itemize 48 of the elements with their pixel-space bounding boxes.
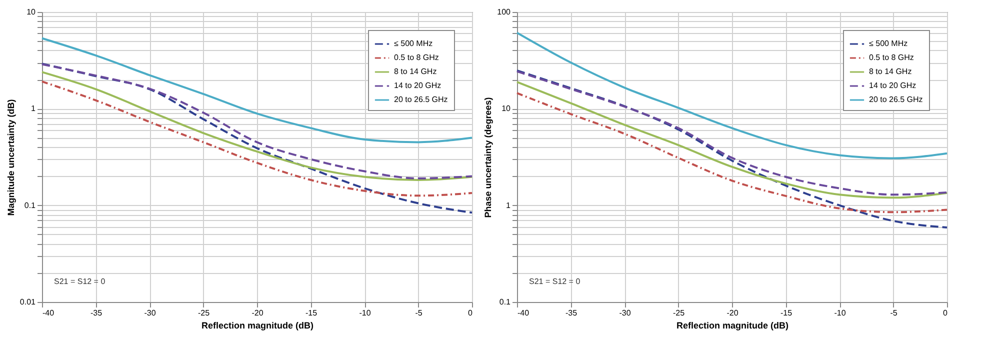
x-tick-label: -25 [672, 308, 686, 318]
x-tick-label: -20 [252, 308, 264, 318]
y-tick-label: 10 [26, 8, 36, 16]
x-axis-title: Reflection magnitude (dB) [676, 320, 788, 330]
line-series [516, 32, 948, 160]
line-series [41, 62, 473, 214]
annotation: S21 = S12 = 0 [529, 277, 581, 286]
legend-label: 8 to 14 GHz [394, 67, 437, 76]
y-tick-label: 100 [497, 8, 512, 16]
x-tick-label: -20 [726, 308, 739, 318]
x-tick-label: -10 [359, 308, 372, 318]
x-tick-label: -10 [834, 308, 846, 318]
y-tick-label: 0.1 [499, 298, 512, 306]
x-axis-title: Reflection magnitude (dB) [202, 320, 314, 330]
y-axis-title: Magnitude uncertainty (dB) [6, 99, 16, 216]
line-series [516, 92, 948, 214]
line-series [516, 70, 948, 228]
legend-label: 20 to 26.5 GHz [869, 95, 923, 104]
annotation: S21 = S12 = 0 [54, 277, 106, 286]
legend-label: 20 to 26.5 GHz [394, 95, 448, 104]
x-tick-label: 0 [943, 308, 948, 318]
y-tick-label: 1 [506, 200, 512, 210]
line-series [41, 37, 473, 144]
y-tick-label: 1 [31, 104, 36, 114]
x-tick-label: -35 [565, 308, 578, 318]
x-tick-label: -25 [198, 308, 210, 318]
x-tick-label: -15 [305, 308, 318, 318]
x-tick-label: -35 [90, 308, 103, 318]
line-series [41, 80, 473, 197]
x-tick-label: -40 [518, 308, 530, 318]
x-tick-label: -15 [780, 308, 793, 318]
legend-label: 0.5 to 8 GHz [869, 53, 914, 62]
legend-label: 8 to 14 GHz [869, 67, 912, 76]
x-tick-label: -40 [42, 308, 55, 318]
legend-label: 14 to 20 GHz [394, 81, 442, 90]
legend-label: ≤ 500 MHz [394, 39, 433, 48]
y-tick-label: 0.1 [24, 200, 36, 210]
legend-label: ≤ 500 MHz [869, 39, 908, 48]
x-tick-label: -5 [415, 308, 423, 318]
x-tick-label: -30 [144, 308, 156, 318]
y-axis-title: Phase uncertainty (degrees) [483, 97, 494, 218]
legend-label: 0.5 to 8 GHz [394, 53, 439, 62]
legend-label: 14 to 20 GHz [869, 81, 916, 90]
x-tick-label: -5 [890, 308, 898, 318]
y-tick-label: 10 [502, 104, 512, 114]
y-tick-label: 0.01 [20, 298, 36, 306]
x-tick-label: 0 [468, 308, 474, 318]
x-tick-label: -30 [619, 308, 632, 318]
